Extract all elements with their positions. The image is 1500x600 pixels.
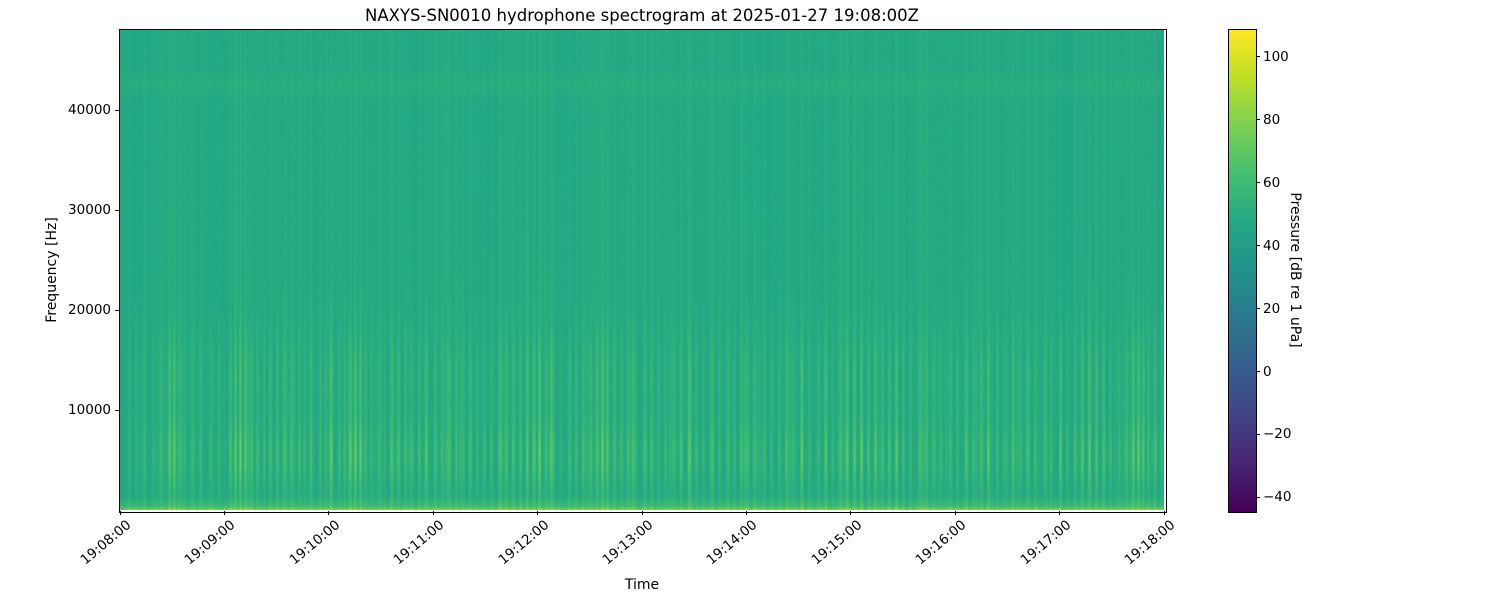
colorbar-tick-label: 0 [1263, 363, 1272, 380]
y-tick-mark [115, 109, 119, 111]
x-tick-label: 19:14:00 [703, 517, 761, 569]
colorbar-tick-mark [1256, 56, 1260, 58]
colorbar-tick-label: −20 [1263, 426, 1292, 443]
x-tick-label: 19:12:00 [495, 517, 552, 569]
x-tick-mark [328, 511, 330, 515]
y-tick-mark [115, 409, 119, 411]
x-tick-label: 19:18:00 [1121, 517, 1179, 569]
plot-area [119, 29, 1167, 513]
x-tick-label: 19:17:00 [1017, 517, 1074, 569]
y-tick-label: 10000 [68, 402, 111, 418]
x-tick-label: 19:13:00 [599, 517, 657, 569]
colorbar-tick-label: 60 [1263, 174, 1281, 191]
colorbar [1228, 29, 1257, 513]
y-tick-label: 40000 [68, 102, 111, 118]
x-tick-mark [641, 511, 643, 515]
x-tick-mark [432, 511, 434, 515]
colorbar-tick-label: 80 [1263, 111, 1281, 128]
chart-title: NAXYS-SN0010 hydrophone spectrogram at 2… [365, 6, 919, 25]
x-tick-mark [954, 511, 956, 515]
y-tick-mark [115, 209, 119, 211]
colorbar-tick-label: 40 [1263, 237, 1281, 254]
x-tick-label: 19:16:00 [912, 517, 970, 569]
colorbar-tick-label: −40 [1263, 489, 1292, 506]
y-axis-label: Frequency [Hz] [44, 217, 60, 323]
x-tick-mark [1059, 511, 1061, 515]
colorbar-tick-mark [1256, 308, 1260, 310]
x-tick-label: 19:11:00 [390, 517, 448, 569]
y-tick-mark [115, 309, 119, 311]
colorbar-tick-label: 100 [1263, 48, 1289, 65]
colorbar-gradient [1229, 30, 1256, 512]
x-tick-label: 19:08:00 [77, 517, 135, 569]
y-tick-label: 20000 [68, 302, 111, 318]
colorbar-tick-mark [1256, 119, 1260, 121]
x-tick-mark [1163, 511, 1165, 515]
y-tick-label: 30000 [68, 202, 111, 218]
colorbar-tick-label: 20 [1263, 300, 1281, 317]
colorbar-tick-mark [1256, 433, 1260, 435]
x-tick-label: 19:09:00 [181, 517, 239, 569]
x-tick-label: 19:15:00 [808, 517, 866, 569]
x-tick-mark [223, 511, 225, 515]
x-tick-mark [537, 511, 539, 515]
x-tick-mark [745, 511, 747, 515]
colorbar-label: Pressure [dB re 1 uPa] [1287, 192, 1303, 348]
x-tick-mark [119, 511, 121, 515]
spectrogram-heatmap [120, 30, 1164, 510]
colorbar-tick-mark [1256, 496, 1260, 498]
colorbar-tick-mark [1256, 371, 1260, 372]
x-tick-label: 19:10:00 [286, 517, 344, 569]
colorbar-tick-mark [1256, 182, 1260, 184]
colorbar-tick-mark [1256, 245, 1260, 247]
x-axis-label: Time [624, 577, 660, 593]
x-tick-mark [850, 511, 852, 515]
